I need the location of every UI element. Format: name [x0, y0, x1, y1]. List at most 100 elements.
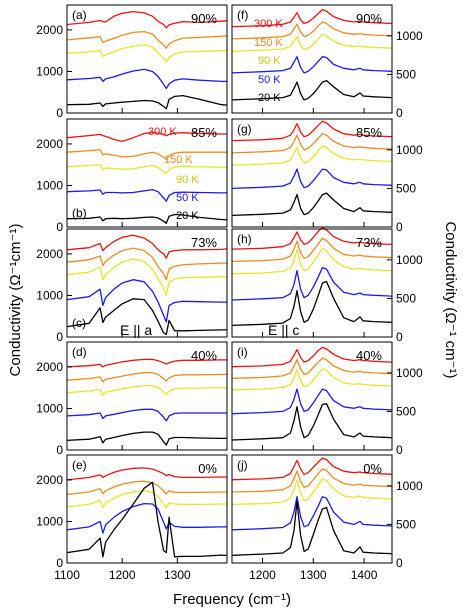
series-line-90k	[231, 478, 393, 506]
series-line-300k	[231, 120, 393, 142]
legend-left: 300 K 150 K 90 K 50 K 20 K	[148, 126, 199, 222]
series-line-150k	[66, 149, 227, 161]
y-tick-label: 0	[56, 220, 63, 234]
series-line-20k	[66, 481, 228, 558]
panel-annotation: 40%	[356, 348, 382, 363]
x-tick-label: 1300	[300, 568, 327, 582]
x-axis-label: Frequency (cm⁻¹)	[173, 591, 291, 608]
panel-frame	[66, 118, 228, 228]
panel-c: 0 1000 2000 (c) 73%	[36, 228, 228, 344]
y-tick-label: 2000	[36, 137, 63, 151]
y-tick-label: 1000	[36, 514, 63, 528]
panels-layer: 0 1000 2000 (a) 90% 0 1000 2000 (b) 85% 0 1000 2000 (…	[36, 4, 423, 582]
y-tick-label: 1000	[396, 479, 423, 493]
y-tick-label: 1000	[36, 64, 63, 78]
panel-letter: (d)	[72, 345, 87, 359]
series-line-90k	[66, 258, 227, 297]
series-line-20k	[231, 280, 393, 327]
series-line-50k	[231, 56, 393, 74]
y-tick-label: 2000	[36, 473, 63, 487]
y-tick-label: 500	[396, 291, 416, 305]
series-line-300k	[231, 8, 393, 28]
series-line-20k	[66, 213, 228, 224]
series-line-90k	[66, 44, 228, 63]
series-line-90k	[66, 490, 227, 509]
panel-frame	[66, 341, 228, 451]
y-tick-label: 500	[396, 404, 416, 418]
legend-label-20k: 20 K	[176, 210, 199, 222]
series-line-20k	[231, 192, 393, 217]
series-line-300k	[231, 346, 393, 368]
polarization-label-right: E || c	[268, 322, 299, 338]
panel-annotation: 0%	[198, 461, 217, 476]
panel-annotation: 0%	[363, 461, 382, 476]
panel-frame	[231, 118, 393, 228]
series-line-90k	[66, 164, 227, 175]
panel-annotation: 85%	[356, 125, 382, 140]
y-tick-label: 1000	[396, 366, 423, 380]
y-tick-label: 2000	[36, 360, 63, 374]
series-line-90k	[231, 145, 393, 166]
series-line-20k	[231, 500, 393, 556]
x-tick-label: 1400	[351, 568, 378, 582]
y-tick-label: 0	[396, 556, 403, 570]
panel-b: 0 1000 2000 (b) 85%	[36, 118, 228, 234]
series-line-150k	[231, 133, 393, 154]
series-line-20k	[231, 79, 393, 101]
legend-label-300k: 300 K	[148, 126, 177, 138]
series-line-90k	[231, 368, 393, 391]
series-line-50k	[66, 68, 227, 90]
panel-frame	[231, 341, 393, 451]
y-axis-right-label: Conductivity (Ω⁻¹ cm⁻¹)	[442, 221, 459, 378]
series-line-150k	[231, 468, 393, 493]
y-tick-label: 0	[396, 106, 403, 120]
panel-letter: (j)	[237, 458, 248, 472]
legend-label-90k: 90 K	[176, 174, 199, 186]
series-line-90k	[66, 384, 227, 396]
x-tick-label: 1200	[249, 568, 276, 582]
y-tick-label: 2000	[36, 247, 63, 261]
panel-f: 0 500 1000 (f) 90%	[231, 4, 423, 120]
y-tick-label: 1000	[36, 288, 63, 302]
panel-annotation: 40%	[191, 348, 217, 363]
x-tick-label: 1100	[54, 568, 80, 582]
panel-g: 0 500 1000 (g) 85%	[231, 118, 423, 234]
y-tick-label: 1000	[36, 178, 63, 192]
series-line-300k	[66, 358, 227, 368]
y-tick-label: 1000	[396, 253, 423, 267]
panel-frame	[231, 454, 393, 564]
panel-letter: (g)	[237, 122, 252, 136]
y-tick-label: 0	[56, 556, 63, 570]
panel-frame	[231, 4, 393, 114]
panel-letter: (e)	[72, 458, 87, 472]
series-line-50k	[231, 168, 393, 190]
legend-right: 300 K 150 K 90 K 50 K 20 K	[254, 18, 283, 104]
y-tick-label: 2000	[36, 23, 63, 37]
y-tick-label: 1000	[36, 401, 63, 415]
panel-letter: (b)	[72, 206, 87, 220]
legend-label-90k: 90 K	[258, 55, 281, 67]
series-line-300k	[66, 10, 228, 29]
legend-label-20k: 20 K	[258, 92, 281, 104]
series-line-50k	[66, 502, 227, 534]
series-line-150k	[231, 357, 393, 379]
y-tick-label: 500	[396, 67, 416, 81]
panel-frame	[66, 228, 228, 338]
legend-label-150k: 150 K	[164, 154, 193, 166]
legend-label-50k: 50 K	[176, 192, 199, 204]
panel-letter: (h)	[237, 232, 252, 246]
panel-i: 0 500 1000 (i) 40%	[231, 341, 423, 457]
panel-frame	[231, 228, 393, 338]
series-line-20k	[66, 298, 227, 336]
y-tick-label: 0	[396, 330, 403, 344]
panel-annotation: 90%	[356, 11, 382, 26]
series-line-150k	[66, 372, 227, 383]
y-tick-label: 0	[56, 330, 63, 344]
polarization-label-left: E || a	[120, 322, 152, 338]
panel-frame	[66, 454, 228, 564]
series-line-300k	[66, 467, 227, 481]
y-tick-label: 0	[56, 443, 63, 457]
series-line-300k	[66, 234, 228, 259]
y-tick-label: 0	[396, 220, 403, 234]
panel-a: 0 1000 2000 (a) 90%	[36, 4, 228, 120]
